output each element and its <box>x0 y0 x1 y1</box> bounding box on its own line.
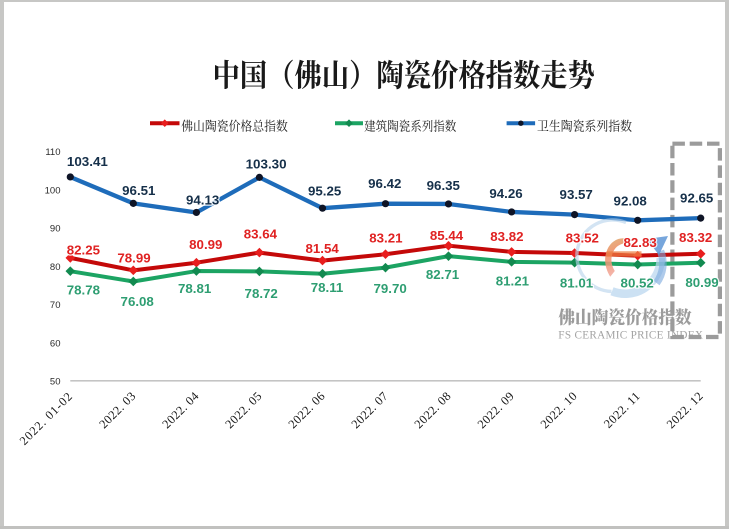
svg-text:83.32: 83.32 <box>679 230 712 245</box>
svg-text:92.08: 92.08 <box>614 193 647 208</box>
svg-text:96.51: 96.51 <box>122 183 156 198</box>
svg-text:82.71: 82.71 <box>426 267 460 282</box>
svg-text:78.11: 78.11 <box>311 280 344 295</box>
svg-text:110: 110 <box>45 147 60 158</box>
svg-text:81.21: 81.21 <box>496 274 530 289</box>
svg-text:90: 90 <box>50 224 61 235</box>
svg-text:94.13: 94.13 <box>186 193 219 208</box>
svg-text:85.44: 85.44 <box>430 228 464 243</box>
svg-text:95.25: 95.25 <box>308 184 342 199</box>
svg-text:80.99: 80.99 <box>685 275 718 290</box>
svg-text:82.83: 82.83 <box>623 235 656 250</box>
svg-text:83.52: 83.52 <box>566 231 599 246</box>
svg-text:78.99: 78.99 <box>117 251 150 266</box>
svg-text:78.72: 78.72 <box>245 286 278 301</box>
svg-text:103.30: 103.30 <box>246 157 287 172</box>
svg-text:FS CERAMIC PRICE INDEX: FS CERAMIC PRICE INDEX <box>558 330 703 342</box>
svg-text:100: 100 <box>45 185 61 196</box>
svg-text:78.81: 78.81 <box>178 281 212 296</box>
svg-text:81.54: 81.54 <box>305 241 339 256</box>
svg-text:79.70: 79.70 <box>373 281 406 296</box>
svg-text:96.35: 96.35 <box>427 178 461 193</box>
svg-text:82.25: 82.25 <box>67 242 101 257</box>
svg-text:80.52: 80.52 <box>621 276 654 291</box>
svg-text:76.08: 76.08 <box>121 294 154 309</box>
svg-text:80.99: 80.99 <box>189 237 222 252</box>
svg-text:83.21: 83.21 <box>369 231 403 246</box>
svg-text:70: 70 <box>50 300 61 311</box>
svg-text:60: 60 <box>50 338 61 349</box>
svg-text:92.65: 92.65 <box>680 190 714 205</box>
svg-text:80: 80 <box>50 262 61 273</box>
svg-text:83.64: 83.64 <box>244 226 278 241</box>
svg-text:96.42: 96.42 <box>368 176 401 191</box>
svg-text:81.01: 81.01 <box>560 276 594 291</box>
svg-text:93.57: 93.57 <box>560 187 593 202</box>
svg-text:50: 50 <box>50 377 61 388</box>
svg-text:78.78: 78.78 <box>67 283 100 298</box>
svg-text:83.82: 83.82 <box>490 229 523 244</box>
svg-text:94.26: 94.26 <box>489 186 522 201</box>
svg-text:103.41: 103.41 <box>67 154 109 169</box>
